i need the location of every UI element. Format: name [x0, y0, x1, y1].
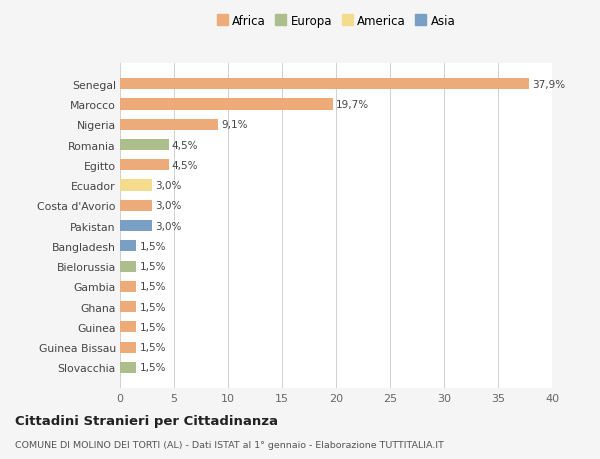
Bar — [120, 200, 152, 212]
Text: 1,5%: 1,5% — [139, 282, 166, 292]
Text: 1,5%: 1,5% — [139, 322, 166, 332]
Bar — [120, 160, 169, 171]
Bar — [120, 362, 136, 373]
Text: Cittadini Stranieri per Cittadinanza: Cittadini Stranieri per Cittadinanza — [15, 414, 278, 428]
Bar — [120, 220, 152, 232]
Bar — [120, 79, 529, 90]
Text: 3,0%: 3,0% — [155, 201, 182, 211]
Text: COMUNE DI MOLINO DEI TORTI (AL) - Dati ISTAT al 1° gennaio - Elaborazione TUTTIT: COMUNE DI MOLINO DEI TORTI (AL) - Dati I… — [15, 441, 444, 449]
Text: 4,5%: 4,5% — [172, 140, 199, 150]
Bar — [120, 241, 136, 252]
Text: 37,9%: 37,9% — [533, 79, 566, 90]
Text: 1,5%: 1,5% — [139, 342, 166, 353]
Bar — [120, 119, 218, 130]
Text: 1,5%: 1,5% — [139, 262, 166, 271]
Text: 1,5%: 1,5% — [139, 363, 166, 373]
Bar — [120, 99, 333, 110]
Bar — [120, 140, 169, 151]
Text: 3,0%: 3,0% — [155, 221, 182, 231]
Bar — [120, 342, 136, 353]
Bar — [120, 302, 136, 313]
Text: 19,7%: 19,7% — [336, 100, 369, 110]
Text: 3,0%: 3,0% — [155, 181, 182, 190]
Text: 4,5%: 4,5% — [172, 160, 199, 170]
Text: 1,5%: 1,5% — [139, 241, 166, 251]
Bar — [120, 180, 152, 191]
Text: 9,1%: 9,1% — [221, 120, 248, 130]
Bar — [120, 281, 136, 292]
Bar — [120, 261, 136, 272]
Bar — [120, 322, 136, 333]
Legend: Africa, Europa, America, Asia: Africa, Europa, America, Asia — [213, 12, 459, 32]
Text: 1,5%: 1,5% — [139, 302, 166, 312]
